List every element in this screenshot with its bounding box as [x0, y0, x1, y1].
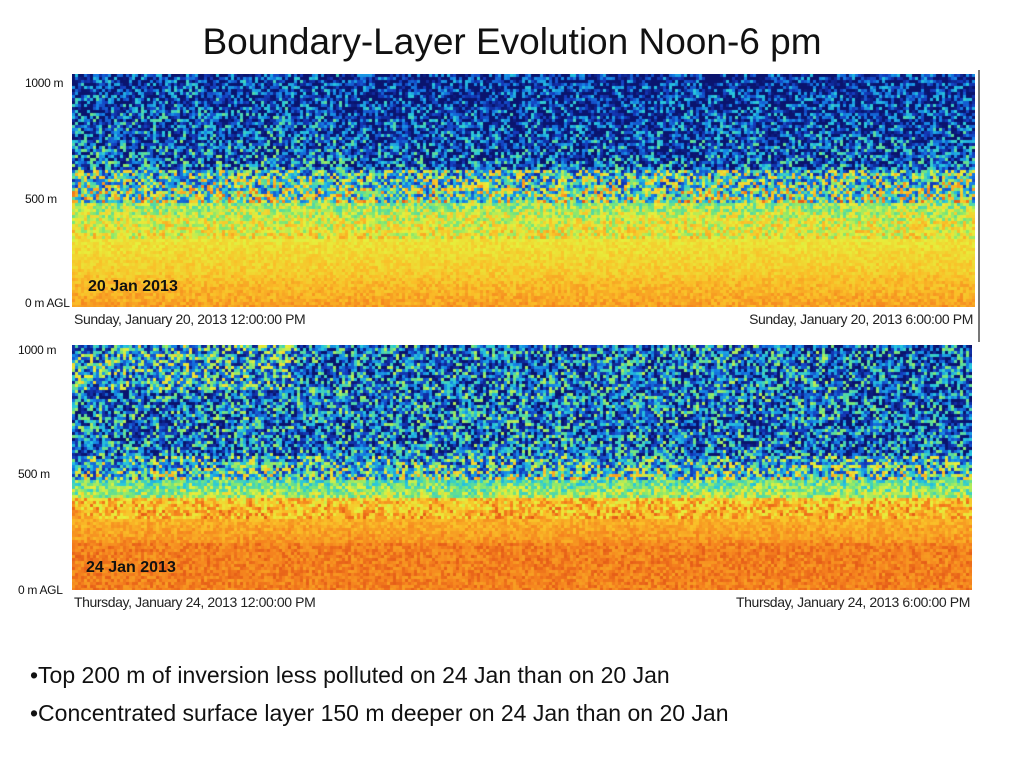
bullet-item: •Top 200 m of inversion less polluted on…: [30, 662, 670, 688]
y-tick-1000: 1000 m: [18, 343, 57, 357]
y-tick-0: 0 m AGL: [25, 296, 70, 310]
backscatter-image-24-jan: [72, 345, 972, 590]
end-time-label: Sunday, January 20, 2013 6:00:00 PM: [749, 311, 973, 327]
backscatter-image-20-jan: [72, 74, 975, 307]
y-tick-0: 0 m AGL: [18, 583, 63, 597]
bullet-list: •Top 200 m of inversion less polluted on…: [30, 656, 1010, 732]
bullet-item: •Concentrated surface layer 150 m deeper…: [30, 700, 729, 726]
start-time-label: Sunday, January 20, 2013 12:00:00 PM: [74, 311, 306, 327]
date-label: 24 Jan 2013: [86, 559, 176, 576]
date-label: 20 Jan 2013: [88, 278, 178, 295]
time-axis: Sunday, January 20, 2013 12:00:00 PM Sun…: [72, 307, 975, 341]
frame-edge: [978, 70, 980, 342]
y-tick-500: 500 m: [18, 467, 50, 481]
y-tick-1000: 1000 m: [25, 76, 64, 90]
time-axis: Thursday, January 24, 2013 12:00:00 PM T…: [72, 590, 972, 622]
slide-title: Boundary-Layer Evolution Noon-6 pm: [202, 21, 822, 62]
y-tick-500: 500 m: [25, 192, 57, 206]
end-time-label: Thursday, January 24, 2013 6:00:00 PM: [736, 594, 970, 610]
start-time-label: Thursday, January 24, 2013 12:00:00 PM: [74, 594, 316, 610]
